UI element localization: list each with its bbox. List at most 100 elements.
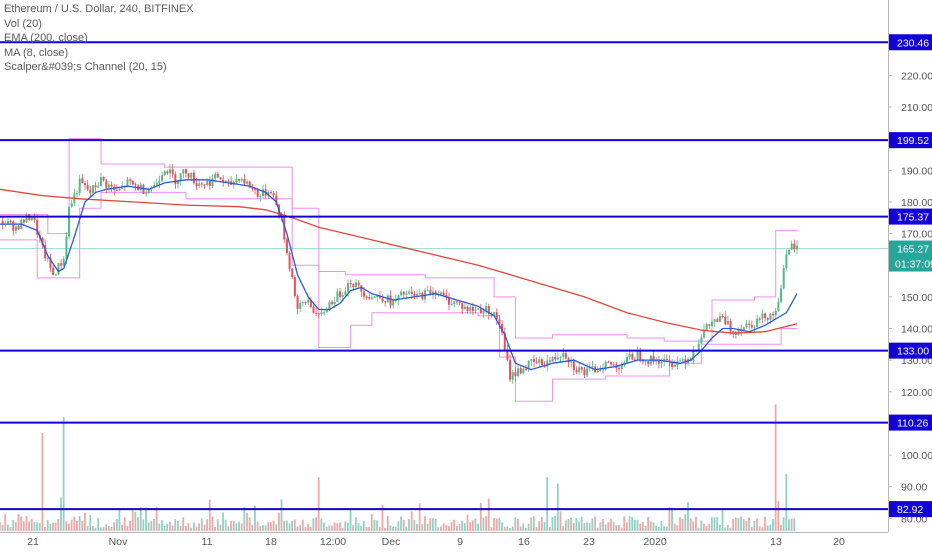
candle-body xyxy=(410,291,413,294)
volume-bar xyxy=(49,524,52,531)
price-tick-label: 210.00 xyxy=(901,102,932,114)
volume-bar xyxy=(734,517,737,531)
volume-bar xyxy=(174,519,177,531)
legend-symbol[interactable]: Ethereum / U.S. Dollar, 240, BITFINEX xyxy=(4,3,194,15)
candle-body xyxy=(134,184,137,186)
level-label: 82.92 xyxy=(897,504,923,516)
volume-bar xyxy=(57,519,60,531)
volume-bar xyxy=(782,517,785,531)
volume-bar xyxy=(519,526,522,531)
candle-body xyxy=(243,178,246,184)
candle-body xyxy=(291,268,294,278)
candle-body xyxy=(559,356,562,358)
candle-body xyxy=(368,297,371,299)
volume-bar xyxy=(139,507,142,531)
candle-body xyxy=(487,305,490,315)
volume-bar xyxy=(535,527,538,531)
candle-body xyxy=(710,321,713,327)
candle-body xyxy=(147,188,150,193)
volume-bar xyxy=(134,511,137,531)
volume-bar xyxy=(368,526,371,531)
volume-bar xyxy=(514,517,517,531)
volume-bar xyxy=(307,524,309,531)
legend-volume[interactable]: Vol (20) xyxy=(4,17,42,30)
candle-body xyxy=(370,297,373,299)
volume-bar xyxy=(246,512,248,531)
candle-body xyxy=(758,318,761,320)
candle-body xyxy=(790,243,793,250)
legend-channel[interactable]: Scalper&#039;s Channel (20, 15) xyxy=(4,61,167,73)
volume-bar xyxy=(498,517,501,531)
volume-bar xyxy=(623,516,626,531)
volume-bar xyxy=(588,523,591,531)
volume-bar xyxy=(36,522,38,531)
volume-bar xyxy=(17,514,20,531)
candle-body xyxy=(530,359,533,361)
level-label-box xyxy=(889,208,932,225)
candle-body xyxy=(628,354,631,358)
volume-bar xyxy=(238,521,240,531)
volume-bar xyxy=(753,521,756,531)
time-tick-label: 12:00 xyxy=(320,536,346,548)
volume-bar xyxy=(325,526,328,531)
volume-bar xyxy=(543,521,546,531)
candle-body xyxy=(44,244,47,259)
volume-bar xyxy=(559,511,562,531)
time-tick-label: 11 xyxy=(202,536,213,548)
candle-body xyxy=(453,301,456,305)
volume-bar xyxy=(402,520,405,531)
candle-body xyxy=(724,316,727,325)
volume-bar xyxy=(455,526,458,531)
candle-body xyxy=(756,318,759,327)
volume-bar xyxy=(1,525,4,531)
candle-body xyxy=(384,301,387,303)
candle-body xyxy=(171,169,174,175)
candle-body xyxy=(323,312,326,314)
candle-body xyxy=(344,291,347,295)
volume-bar xyxy=(339,522,341,531)
candle-body xyxy=(94,185,97,188)
volume-bar xyxy=(482,517,485,531)
volume-bar xyxy=(99,527,102,531)
candle-body xyxy=(216,173,219,178)
volume-bar xyxy=(293,519,296,531)
candle-body xyxy=(469,306,472,312)
candle-body xyxy=(479,308,482,314)
volume-bar xyxy=(301,519,304,531)
volume-bar xyxy=(628,516,631,531)
legend-ma[interactable]: MA (8, close) xyxy=(4,46,69,59)
candle-body xyxy=(514,372,517,377)
volume-bar xyxy=(4,514,7,531)
candle-body xyxy=(556,357,559,360)
volume-bar xyxy=(572,522,575,531)
candle-body xyxy=(6,220,9,224)
candle-body xyxy=(14,226,17,231)
volume-bar xyxy=(641,521,644,531)
volume-bar xyxy=(86,526,89,531)
volume-bar xyxy=(665,526,668,531)
level-label-box xyxy=(889,501,932,518)
candle-body xyxy=(184,169,187,174)
volume-bar xyxy=(283,520,286,531)
volume-bar xyxy=(732,518,735,531)
price-tick-label: 90.00 xyxy=(901,482,927,494)
candle-body xyxy=(336,291,339,302)
volume-bar xyxy=(291,520,294,531)
volume-bar xyxy=(68,523,70,531)
legend-ema[interactable]: EMA (200, close) xyxy=(4,32,88,44)
candle-body xyxy=(400,291,403,296)
candle-body xyxy=(551,356,554,362)
volume-bar xyxy=(121,524,124,531)
candle-body xyxy=(665,358,668,360)
candle-body xyxy=(46,257,49,259)
candle-body xyxy=(275,195,278,205)
candle-body xyxy=(36,219,39,235)
volume-bar xyxy=(748,517,750,531)
last-price-badge xyxy=(889,240,932,272)
volume-bar xyxy=(142,519,145,531)
volume-bar xyxy=(256,521,259,531)
candle-body xyxy=(238,178,241,181)
volume-bar xyxy=(440,526,442,531)
candle-body xyxy=(312,306,315,313)
